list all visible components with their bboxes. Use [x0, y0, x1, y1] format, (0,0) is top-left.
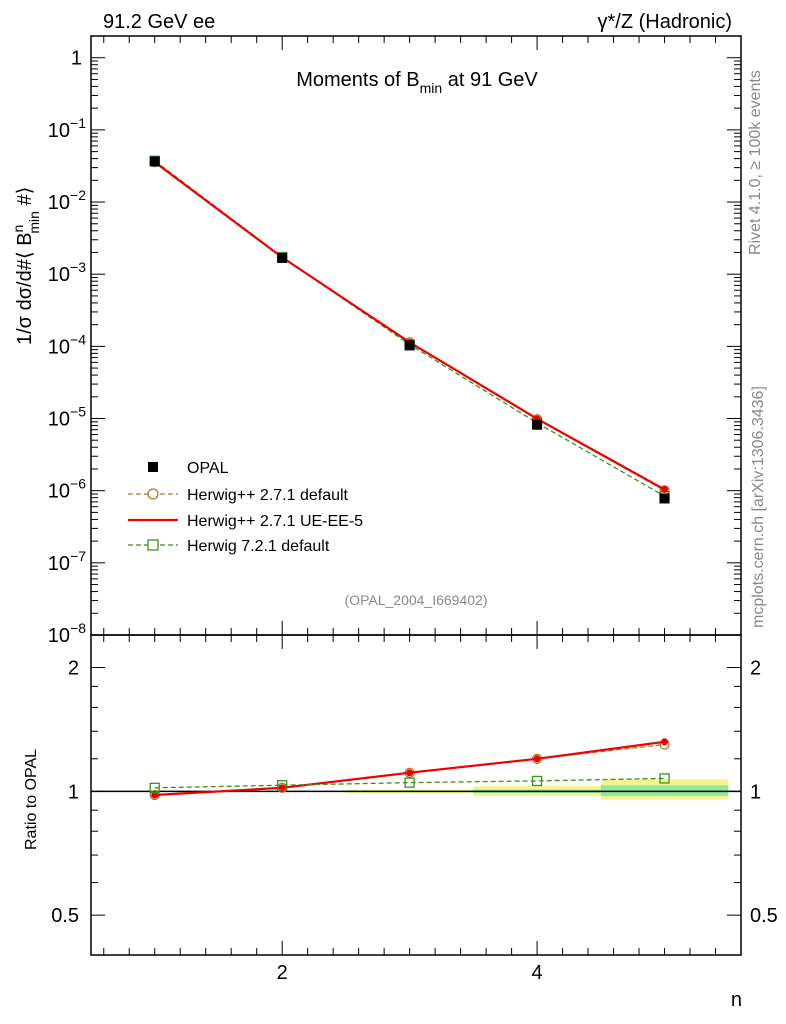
rivet-label: Rivet 4.1.0, ≥ 100k events: [747, 70, 764, 255]
main-title-post: at 91 GeV: [442, 69, 538, 91]
legend: OPAL Herwig++ 2.7.1 default Herwig++ 2.7…: [187, 460, 363, 555]
main-ylabel-sub: min: [26, 211, 42, 234]
main-ylabel-b: #⟩: [14, 187, 36, 211]
main-series-herwig-7-2-1-default-line: [154, 160, 665, 497]
main-ylabel-sup: n: [10, 225, 26, 233]
legend-label-herwig7-default: Herwig 7.2.1 default: [187, 538, 330, 555]
main-ytick-label-0: 1: [71, 48, 82, 70]
main-ytick-label-3: 10−3: [48, 259, 86, 286]
legend-label-opal: OPAL: [187, 460, 229, 477]
main-series-herwigpp-2-7-1-ue-ee-5-line: [154, 161, 666, 491]
ratio-ytick-label-right-0: 2: [750, 658, 761, 680]
ratio-series-herwigpp-2-7-1-ue-ee-5-point-0: [151, 791, 159, 799]
ratio-series-herwigpp-2-7-1-ue-ee-5-point-2: [406, 769, 414, 777]
legend-marker-herwig-7-2-1-default: [147, 539, 159, 551]
ratio-series-herwig-7-2-1-default-line: [154, 777, 665, 789]
main-ytick-label-6: 10−6: [48, 476, 86, 503]
ratio-xtick-label-0: 2: [277, 962, 288, 984]
ratio-series-herwig-7-2-1-default-point-4: [659, 773, 670, 784]
ratio-ytick-label-left-2: 0.5: [51, 905, 79, 927]
ratio-series-herwig-7-2-1-default-point-0: [149, 782, 160, 793]
main-series-opal-point-1: [277, 252, 288, 263]
ratio-series-herwig-7-2-1-default-point-2: [404, 777, 415, 788]
mcplots-label: mcplots.cern.ch [arXiv:1306.3436]: [750, 386, 767, 628]
legend-marker-opal: [148, 462, 158, 472]
ratio-series-herwigpp-2-7-1-ue-ee-5-point-4: [661, 738, 669, 746]
main-ylabel: 1/σ dσ/d#⟨ Bnmin #⟩: [10, 187, 42, 345]
main-ytick-label-5: 10−5: [48, 404, 86, 431]
main-series-opal-point-3: [532, 419, 543, 430]
ratio-xlabel: n: [731, 989, 742, 1011]
ratio-band-green-2: [600, 785, 729, 796]
plot-layer: 1 10−1 10−2 10−3 10−4 10−5 10−6 10−7 10−8 2 4 2 2 1 1 0…: [48, 35, 778, 984]
main-title-sub: min: [420, 80, 443, 96]
main-series-herwigpp-2-7-1-default-line: [154, 161, 665, 491]
main-series-opal-point-4: [659, 493, 670, 504]
legend-label-herwigpp-ueee5: Herwig++ 2.7.1 UE-EE-5: [187, 513, 363, 530]
ratio-frame: [90, 634, 742, 956]
ratio-xtick-label-1: 4: [532, 962, 543, 984]
main-ytick-label-7: 10−7: [48, 548, 86, 575]
main-ytick-label-1: 10−1: [48, 115, 86, 142]
main-title-pre: Moments of B: [296, 69, 419, 91]
ratio-ytick-label-right-1: 1: [750, 781, 761, 803]
main-ytick-label-2: 10−2: [48, 187, 86, 214]
header-left: 91.2 GeV ee: [103, 11, 215, 33]
main-series-opal-point-0: [149, 156, 160, 167]
ratio-ytick-label-right-2: 0.5: [750, 905, 778, 927]
legend-label-herwigpp-default: Herwig++ 2.7.1 default: [187, 487, 349, 504]
main-series-opal-point-2: [404, 340, 415, 351]
header-right: γ*/Z (Hadronic): [598, 11, 732, 33]
legend-marker-herwigpp-2-7-1-default: [147, 488, 159, 500]
main-ytick-label-4: 10−4: [48, 331, 86, 358]
ratio-series-herwig-7-2-1-default-point-1: [277, 780, 288, 791]
main-ytick-label-8: 10−8: [48, 620, 86, 647]
ratio-ytick-label-left-0: 2: [68, 658, 79, 680]
analysis-watermark: (OPAL_2004_I669402): [345, 592, 488, 608]
main-ylabel-a: 1/σ dσ/d#⟨ B: [14, 232, 36, 345]
main-series-herwigpp-2-7-1-ue-ee-5-point-4: [661, 485, 669, 493]
ratio-ylabel: Ratio to OPAL: [23, 749, 40, 850]
ratio-series-herwigpp-2-7-1-ue-ee-5-point-3: [533, 755, 541, 763]
ratio-series-herwig-7-2-1-default-point-3: [531, 775, 543, 787]
ratio-ytick-label-left-1: 1: [68, 781, 79, 803]
main-title: Moments of Bmin at 91 GeV: [296, 69, 538, 96]
